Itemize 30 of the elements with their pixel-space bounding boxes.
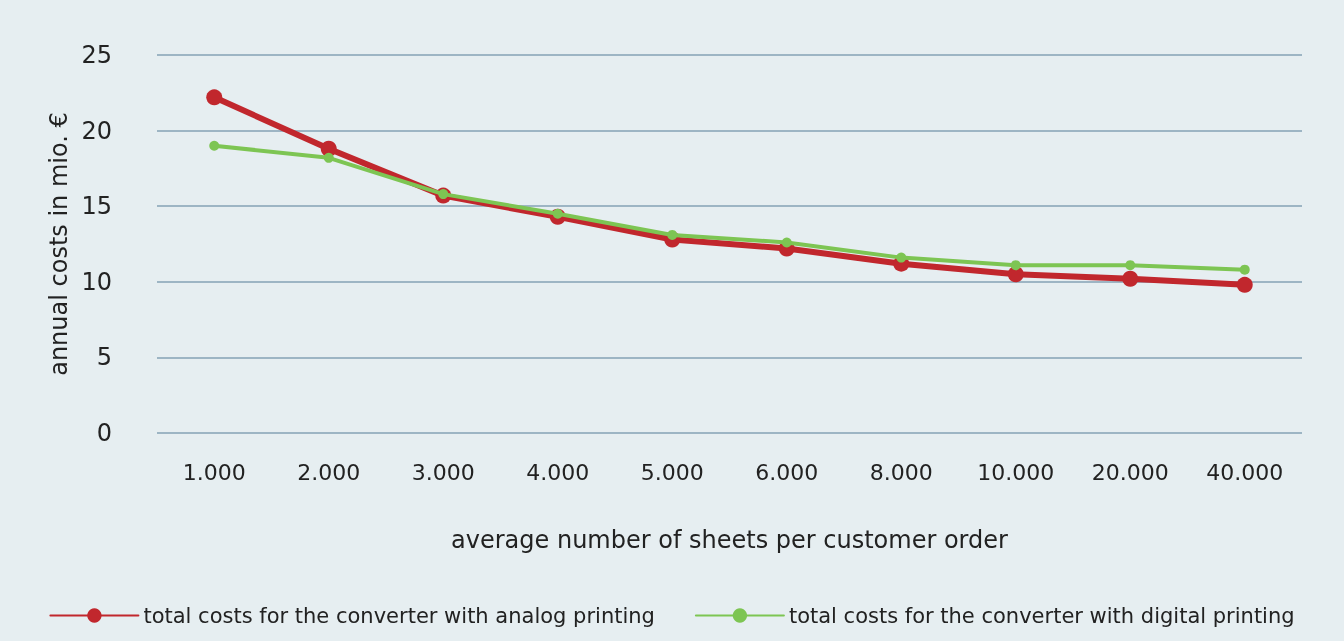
point — [1125, 260, 1136, 271]
point — [1236, 276, 1253, 293]
x-axis-title: average number of sheets per customer order — [451, 526, 1009, 554]
y-tick-label: 0 — [96, 419, 112, 447]
point — [209, 140, 220, 151]
x-tick-label: 6.000 — [755, 459, 819, 485]
point — [896, 252, 907, 263]
point — [323, 152, 334, 163]
x-tick-label: 1.000 — [182, 459, 246, 485]
legend-label: total costs for the converter with analog printing — [143, 603, 655, 628]
x-tick-label: 10.000 — [977, 459, 1055, 485]
legend-label: total costs for the converter with digital printing — [788, 603, 1295, 628]
x-tick-label: 8.000 — [869, 459, 933, 485]
point — [1122, 270, 1139, 287]
point — [1010, 260, 1021, 271]
point — [206, 89, 223, 106]
y-tick-label: 20 — [81, 116, 112, 145]
x-tick-label: 3.000 — [411, 459, 475, 485]
y-tick-label: 10 — [81, 267, 112, 296]
x-tick-label: 5.000 — [640, 459, 704, 485]
y-tick-label: 25 — [81, 41, 112, 69]
x-tick-label: 40.000 — [1206, 459, 1284, 485]
x-tick-label: 20.000 — [1091, 459, 1169, 485]
x-tick-label: 2.000 — [297, 459, 361, 485]
y-tick-label: 15 — [81, 192, 112, 221]
point — [1239, 264, 1250, 275]
y-tick-label: 5 — [96, 343, 112, 372]
point — [781, 237, 792, 248]
x-tick-label: 4.000 — [526, 459, 590, 485]
y-axis-title: annual costs in mio. € — [44, 112, 73, 376]
